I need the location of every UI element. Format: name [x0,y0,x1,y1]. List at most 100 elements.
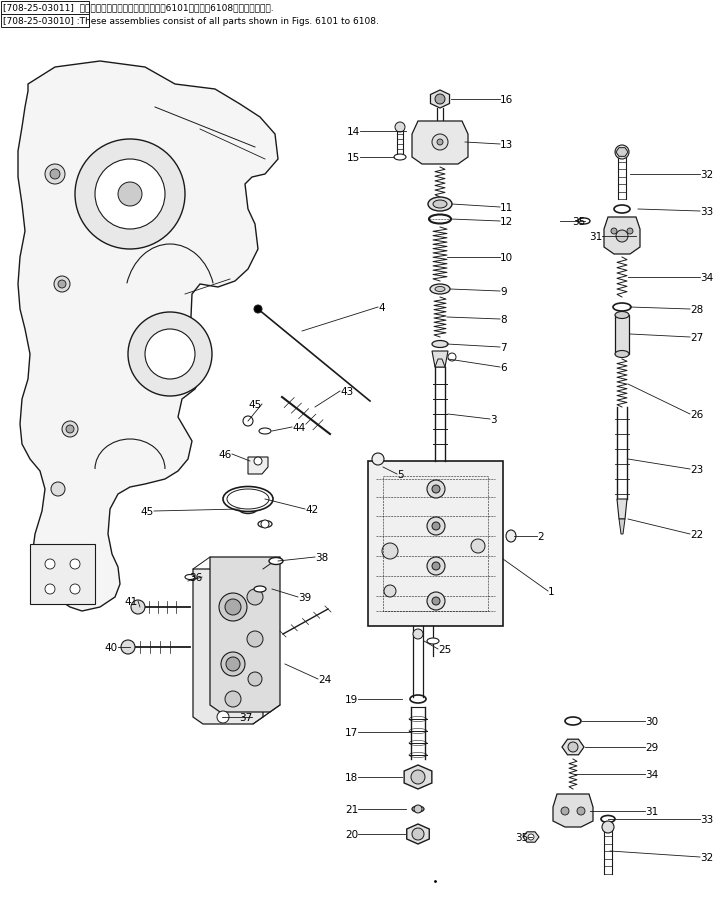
Polygon shape [562,740,584,755]
Circle shape [414,805,422,814]
FancyBboxPatch shape [1,15,89,28]
Circle shape [432,135,448,151]
Circle shape [427,517,445,536]
Text: 35: 35 [515,832,528,842]
Text: [708-25-03011]  これらのアセンブリの構成部品は第6101図から第6108図まで含みます.: [708-25-03011] これらのアセンブリの構成部品は第6101図から第6… [3,4,274,13]
Text: 19: 19 [345,694,358,704]
Text: 4: 4 [378,302,384,312]
Circle shape [611,229,617,235]
Circle shape [45,165,65,185]
Circle shape [66,425,74,434]
Text: 13: 13 [500,140,513,149]
Circle shape [427,592,445,610]
Polygon shape [619,519,625,535]
Circle shape [561,807,569,815]
Text: 27: 27 [690,333,703,343]
Text: 38: 38 [315,552,328,562]
Circle shape [427,480,445,498]
Circle shape [254,306,262,313]
Ellipse shape [227,489,269,509]
Text: 33: 33 [700,207,713,217]
Circle shape [225,691,241,707]
Text: 37: 37 [239,712,252,722]
Circle shape [261,520,269,528]
Circle shape [118,183,142,207]
FancyBboxPatch shape [1,2,89,15]
Ellipse shape [428,198,452,211]
Circle shape [75,140,185,250]
Circle shape [413,630,423,640]
Text: 36: 36 [189,572,202,582]
Text: 8: 8 [500,314,507,324]
Circle shape [45,584,55,594]
Circle shape [577,807,585,815]
Circle shape [247,631,263,648]
Text: 42: 42 [305,505,318,515]
Text: 7: 7 [500,343,507,353]
Text: 30: 30 [645,716,658,726]
Text: 5: 5 [397,469,403,479]
Circle shape [382,543,398,559]
Circle shape [225,599,241,615]
Polygon shape [210,558,280,712]
Polygon shape [18,62,278,611]
Circle shape [432,598,440,605]
Circle shape [602,821,614,833]
Circle shape [471,539,485,553]
Polygon shape [615,315,629,354]
Polygon shape [248,457,268,475]
Text: 12: 12 [500,217,513,227]
Circle shape [432,562,440,570]
Text: 29: 29 [645,742,658,752]
Circle shape [528,834,534,840]
Circle shape [62,422,78,437]
Circle shape [435,95,445,105]
Ellipse shape [269,558,283,565]
Text: 16: 16 [500,95,513,105]
Text: 39: 39 [298,592,312,602]
Text: 34: 34 [645,769,658,779]
Text: 22: 22 [690,529,703,539]
Circle shape [58,281,66,289]
Ellipse shape [412,806,424,812]
Polygon shape [412,122,468,165]
Circle shape [70,584,80,594]
Ellipse shape [427,639,439,644]
Ellipse shape [259,428,271,435]
Text: 32: 32 [700,169,713,179]
Text: [708-25-03010] :These assemblies consist of all parts shown in Figs. 6101 to 610: [708-25-03010] :These assemblies consist… [3,17,379,26]
Circle shape [427,558,445,576]
Circle shape [395,123,405,133]
Circle shape [248,672,262,686]
Ellipse shape [239,505,257,514]
Ellipse shape [223,487,273,512]
Text: 20: 20 [345,829,358,839]
Circle shape [50,169,60,179]
Circle shape [42,553,54,566]
Text: 21: 21 [345,804,358,814]
Ellipse shape [394,155,406,161]
Text: 6: 6 [500,363,507,373]
Circle shape [121,640,135,654]
Text: 15: 15 [347,153,360,163]
Polygon shape [404,765,432,789]
Circle shape [412,828,424,840]
Circle shape [73,548,87,561]
Text: 10: 10 [500,252,513,262]
Circle shape [254,457,262,466]
Polygon shape [617,499,627,519]
Text: 3: 3 [490,415,496,425]
FancyBboxPatch shape [30,545,95,604]
Circle shape [51,483,65,496]
Circle shape [432,486,440,494]
FancyBboxPatch shape [368,462,503,627]
Polygon shape [604,218,640,255]
Ellipse shape [433,200,447,209]
Circle shape [411,770,425,784]
Circle shape [221,652,245,676]
Ellipse shape [430,284,450,294]
Text: 45: 45 [141,507,154,517]
Polygon shape [432,352,448,368]
Text: 46: 46 [218,449,232,459]
Text: 2: 2 [537,531,544,541]
